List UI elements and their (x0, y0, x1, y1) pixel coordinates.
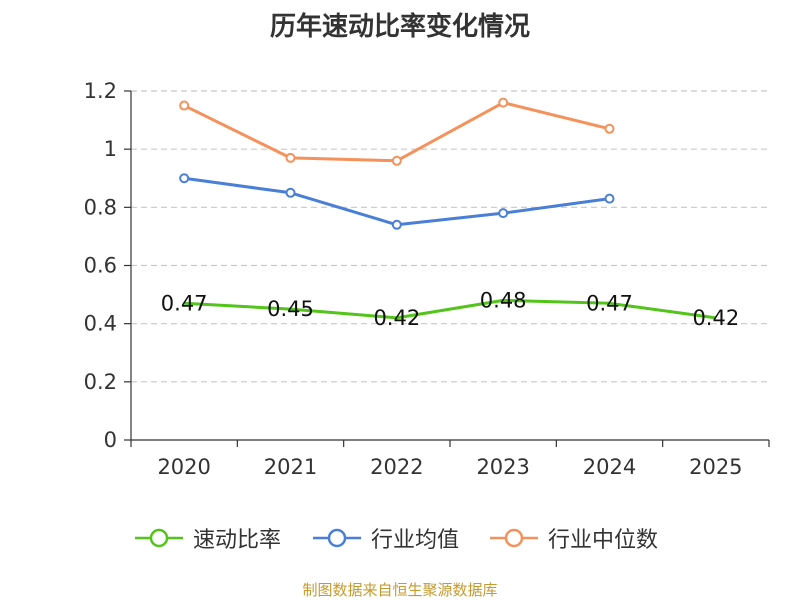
y-tick-label: 0.8 (84, 195, 117, 219)
legend-line-icon (490, 528, 538, 548)
y-tick-label: 0 (104, 428, 117, 452)
axes: 0 0.2 0.4 0.6 0.8 1 1.2 2020 2021 2022 2023 2024 202… (84, 79, 770, 479)
data-point (285, 152, 296, 163)
legend-item-industry-median[interactable]: 行业中位数 (488, 518, 658, 558)
x-tick-label: 2023 (476, 455, 529, 479)
grid-lines (131, 90, 769, 383)
data-label: 0.47 (586, 291, 633, 315)
data-label: 0.47 (161, 291, 208, 315)
data-label: 0.42 (373, 306, 420, 330)
legend-marker (327, 528, 347, 548)
y-tick-label: 1 (104, 137, 117, 161)
data-point (179, 100, 190, 111)
legend-label: 行业中位数 (548, 528, 659, 553)
data-label: 0.42 (692, 306, 739, 330)
data-labels: 0.47 0.45 0.42 0.48 0.47 0.42 (161, 288, 739, 329)
series-line (183, 101, 610, 163)
y-tick-label: 0.2 (84, 370, 117, 394)
x-tick-label: 2022 (370, 455, 423, 479)
legend: 速动比率 行业均值 行业中位数 (0, 518, 800, 558)
data-point (498, 208, 509, 219)
chart-title: 历年速动比率变化情况 (269, 12, 530, 42)
x-tick-label: 2020 (157, 455, 210, 479)
data-point (604, 193, 615, 204)
data-point (285, 187, 296, 198)
legend-marker (504, 528, 524, 548)
legend-line-icon (313, 528, 361, 548)
x-tick-label: 2025 (689, 455, 742, 479)
series-line (184, 298, 717, 320)
y-tick-label: 0.6 (84, 254, 117, 278)
data-point (391, 155, 402, 166)
data-label: 0.45 (267, 297, 314, 321)
series-line (183, 176, 610, 227)
series-lines (179, 97, 717, 320)
legend-marker (149, 528, 169, 548)
legend-label: 行业均值 (371, 528, 460, 553)
legend-line-icon (135, 528, 183, 548)
data-point (498, 97, 509, 108)
legend-item-quick-ratio[interactable]: 速动比率 (133, 518, 281, 558)
x-tick-label: 2024 (583, 455, 636, 479)
y-tick-label: 1.2 (84, 79, 117, 103)
data-point (179, 173, 190, 184)
legend-label: 速动比率 (193, 528, 282, 553)
data-label: 0.48 (480, 288, 527, 312)
source-note: 制图数据来自恒生聚源数据库 (302, 581, 498, 599)
legend-item-industry-mean[interactable]: 行业均值 (311, 518, 459, 558)
data-point (391, 219, 402, 230)
y-tick-label: 0.4 (84, 312, 117, 336)
x-tick-label: 2021 (264, 455, 317, 479)
data-point (604, 123, 615, 134)
